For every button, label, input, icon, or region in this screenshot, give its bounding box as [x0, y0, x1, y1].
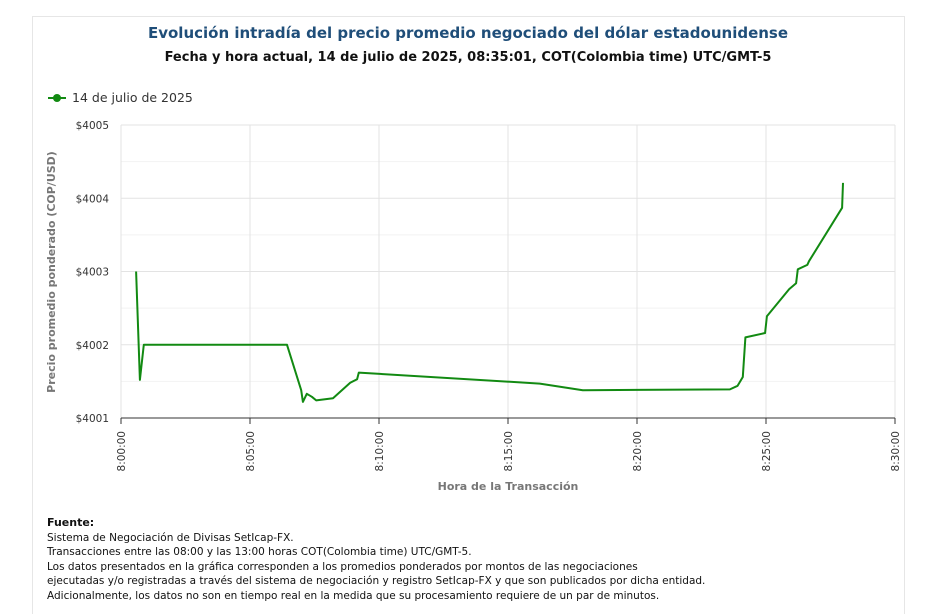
chart-frame: [32, 16, 905, 614]
x-axis-label: Hora de la Transacción: [438, 480, 579, 493]
plot-area: $4001 $4002 $4003 $4004 $4005 8:00:00 8:05:00 8…: [45, 120, 902, 493]
legend-label: 14 de julio de 2025: [72, 90, 193, 105]
x-tick-label: 8:25:00: [761, 431, 773, 471]
source-line: Sistema de Negociación de Divisas SetIca…: [47, 531, 294, 544]
x-tick-label: 8:30:00: [890, 431, 902, 471]
x-tick-label: 8:15:00: [503, 431, 515, 471]
source-line: ejecutadas y/o registradas a través del …: [47, 575, 706, 588]
x-tick-label: 8:05:00: [245, 431, 257, 471]
source-line: Adicionalmente, los datos no son en tiem…: [47, 589, 660, 602]
source-heading: Fuente:: [47, 516, 95, 529]
y-tick-label: $4003: [76, 267, 109, 279]
x-tick-label: 8:00:00: [116, 431, 128, 471]
chart-title: Evolución intradía del precio promedio n…: [147, 24, 789, 42]
legend-line-marker-icon: [48, 93, 66, 102]
y-tick-label: $4001: [76, 413, 109, 425]
legend-item[interactable]: 14 de julio de 2025: [48, 90, 193, 105]
x-tick-label: 8:20:00: [632, 431, 644, 471]
y-tick-label: $4005: [76, 120, 109, 132]
y-tick-label: $4002: [76, 340, 109, 352]
source-line: Transacciones entre las 08:00 y las 13:0…: [47, 546, 472, 559]
y-tick-label: $4004: [76, 193, 110, 205]
source-line: Los datos presentados en la gráfica corr…: [47, 560, 638, 573]
chart-subtitle: Fecha y hora actual, 14 de julio de 2025…: [164, 50, 772, 65]
y-axis-label: Precio promedio ponderado (COP/USD): [45, 151, 58, 393]
x-tick-label: 8:10:00: [374, 431, 386, 471]
series-line: [135, 182, 844, 403]
source-note: Fuente: Sistema de Negociación de Divisa…: [47, 516, 705, 604]
